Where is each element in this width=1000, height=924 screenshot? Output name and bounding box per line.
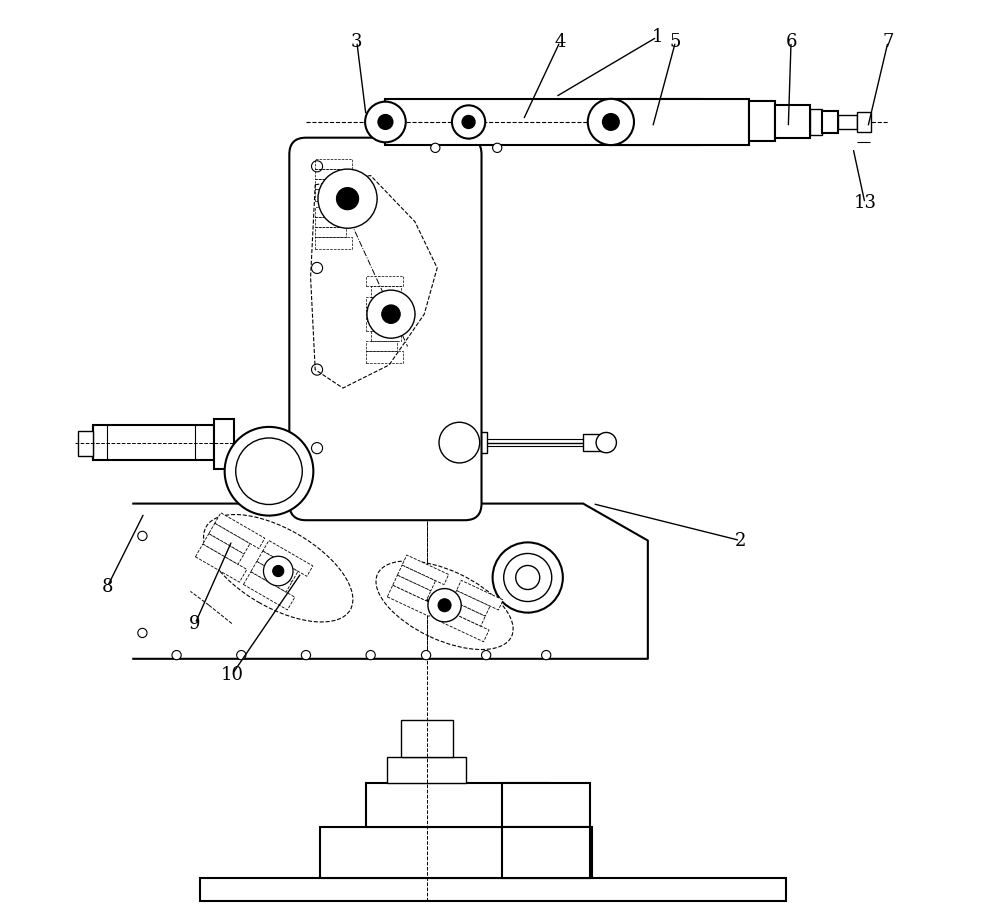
FancyBboxPatch shape [289,138,482,520]
Bar [320,827,592,878]
Bar [93,425,214,460]
FancyBboxPatch shape [209,523,250,553]
FancyBboxPatch shape [397,565,436,590]
Bar [775,105,810,138]
FancyBboxPatch shape [442,611,489,642]
Circle shape [504,553,552,602]
FancyBboxPatch shape [215,513,265,549]
Circle shape [237,650,246,660]
Circle shape [452,105,485,139]
Text: 1: 1 [651,28,663,46]
Circle shape [603,114,619,130]
Bar [366,783,549,827]
Circle shape [482,650,491,660]
Circle shape [493,542,563,613]
Bar [427,432,487,453]
Circle shape [421,650,431,660]
Circle shape [336,188,359,210]
Bar [611,99,749,145]
Circle shape [366,650,375,660]
Circle shape [439,422,480,463]
FancyBboxPatch shape [387,585,435,616]
Circle shape [367,290,415,338]
FancyBboxPatch shape [195,544,247,582]
FancyBboxPatch shape [447,601,485,626]
Circle shape [431,143,440,152]
Bar [583,434,606,451]
FancyBboxPatch shape [263,541,313,577]
Text: 13: 13 [853,194,876,213]
Circle shape [588,99,634,145]
Text: 7: 7 [882,32,894,51]
Bar [749,101,775,141]
Circle shape [138,531,147,541]
Circle shape [365,102,406,142]
FancyBboxPatch shape [457,580,503,610]
Text: 2: 2 [735,531,746,550]
Circle shape [382,305,400,323]
Circle shape [542,650,551,660]
Text: 4: 4 [554,32,566,51]
Bar [857,112,871,132]
Circle shape [172,650,181,660]
Circle shape [378,115,393,129]
Text: 6: 6 [785,32,797,51]
Circle shape [596,432,616,453]
Text: 8: 8 [102,578,113,596]
Bar [502,783,590,827]
Bar [401,720,453,757]
FancyBboxPatch shape [257,551,298,581]
FancyBboxPatch shape [402,555,449,585]
FancyBboxPatch shape [452,590,490,616]
Circle shape [312,443,323,454]
FancyBboxPatch shape [243,572,295,610]
Circle shape [493,143,502,152]
Bar [822,111,838,133]
Text: 9: 9 [189,614,201,633]
Bar [838,115,857,129]
Circle shape [273,565,284,577]
Bar [214,419,234,469]
Bar [200,878,786,901]
Circle shape [263,556,293,586]
Circle shape [312,364,323,375]
Circle shape [236,438,302,505]
Text: 10: 10 [221,665,244,684]
Circle shape [138,628,147,638]
Text: 5: 5 [670,32,681,51]
Circle shape [516,565,540,590]
FancyBboxPatch shape [393,575,431,601]
FancyBboxPatch shape [251,561,292,592]
Bar [810,109,822,135]
Circle shape [428,589,461,622]
FancyBboxPatch shape [203,533,244,565]
Circle shape [312,161,323,172]
Circle shape [225,427,313,516]
Circle shape [312,262,323,274]
Bar [385,99,700,145]
Bar [502,827,590,878]
Bar [387,757,466,783]
Polygon shape [132,504,648,659]
Bar [78,431,93,456]
Text: 3: 3 [351,32,363,51]
Circle shape [462,116,475,128]
Circle shape [438,599,451,612]
Circle shape [318,169,377,228]
Circle shape [301,650,311,660]
